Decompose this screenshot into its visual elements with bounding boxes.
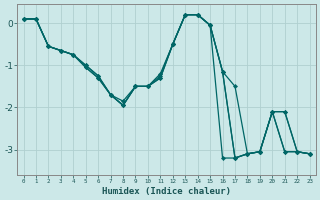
X-axis label: Humidex (Indice chaleur): Humidex (Indice chaleur) xyxy=(102,187,231,196)
